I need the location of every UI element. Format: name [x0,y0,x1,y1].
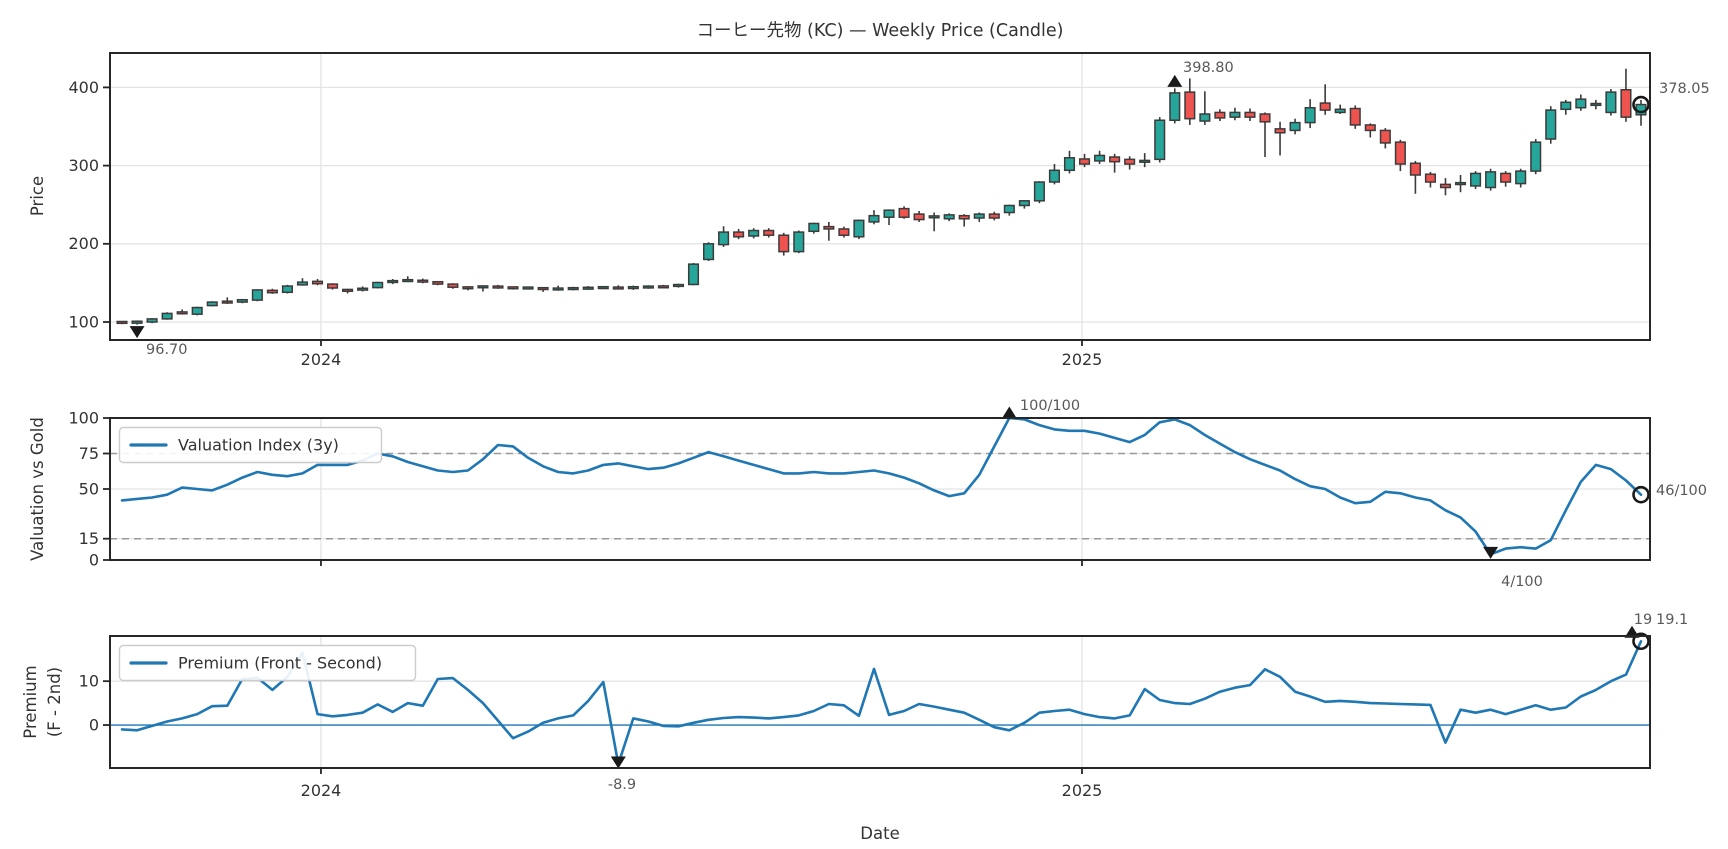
premium-xtick-2025: 2025 [1062,781,1103,800]
series-layer [116,68,1647,766]
premium-ytick-0: 0 [89,716,99,735]
price-xtick-2025: 2025 [1062,350,1103,369]
premium-last-marker [1632,632,1650,651]
legend-valuation-box [118,426,383,464]
legend-valuation-label: Valuation Index (3y) [178,436,339,455]
valuation-low-annotation: 4/100 [1501,574,1543,590]
valuation-ytick-0: 0 [89,551,99,570]
valuation-last-annotation: 46/100 [1656,483,1707,499]
premium-axis-label-line2: (F - 2nd) [45,667,64,737]
price-low-annotation: 96.70 [146,342,188,358]
valuation-ytick-75: 75 [79,444,99,463]
price-xtick-2024: 2024 [301,350,342,369]
valuation-ytick-100: 100 [68,409,99,428]
price-axis-label: Price [28,176,47,216]
premium-tri-down-marker [610,756,626,769]
premium-last-annotation: 19.1 [1656,612,1688,628]
price-last-annotation: 378.05 [1659,81,1710,97]
price-ytick-100: 100 [68,313,99,332]
valuation-axis-label: Valuation vs Gold [28,417,47,561]
valuation-ytick-50: 50 [79,480,99,499]
premium-xtick-2024: 2024 [301,781,342,800]
legend-premium-box [118,644,417,682]
chart-title: コーヒー先物 (KC) — Weekly Price (Candle) [697,21,1064,41]
legend-premium: Premium (Front - Second) [118,644,417,682]
valuation-tri-down-marker [1483,546,1499,559]
legend-premium-label: Premium (Front - Second) [178,654,382,673]
date-axis-label: Date [860,824,899,843]
price-ytick-200: 200 [68,234,99,253]
marker-layer [129,74,1650,769]
price-ytick-300: 300 [68,156,99,175]
premium-ytick-10: 10 [79,672,99,691]
axes-spines [109,52,1651,769]
valuation-ytick-15: 15 [79,529,99,548]
valuation-last-marker [1632,485,1650,504]
premium-max-annotation: 19 [1634,612,1652,628]
legend-valuation: Valuation Index (3y) [118,426,383,464]
candlestick-series [116,68,1647,325]
price-peak-annotation: 398.80 [1183,60,1234,76]
premium-axis-label-line1: Premium [21,665,40,738]
price-tri-down-marker [129,326,145,339]
price-ytick-400: 400 [68,78,99,97]
price-last-marker [1632,95,1650,114]
premium-line [120,639,1643,766]
valuation-peak-annotation: 100/100 [1020,398,1080,414]
price-tri-up-marker [1167,74,1183,87]
premium-low-annotation: -8.9 [608,777,636,793]
valuation-tri-up-marker [1001,406,1017,419]
